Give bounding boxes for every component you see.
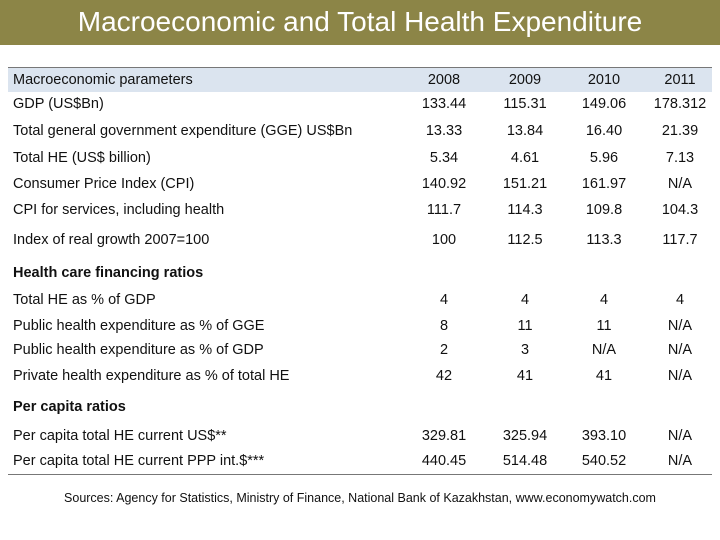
table-cell: 100 (431, 232, 457, 248)
table-row: GDP (US$Bn) 133.44 115.31 149.06 178.312 (0, 92, 720, 116)
table-row: Total HE (US$ billion) 5.34 4.61 5.96 7.13 (0, 146, 720, 170)
table-cell: 113.3 (586, 232, 622, 248)
table-cell: 13.33 (425, 123, 463, 139)
title-bar (0, 0, 720, 45)
table-cell: 149.06 (581, 96, 627, 112)
table-header-background (8, 68, 712, 92)
table-cell: 540.52 (581, 453, 627, 469)
row-label: Per capita total HE current US$** (13, 428, 227, 444)
section-heading: Health care financing ratios (13, 265, 204, 281)
table-cell: 13.84 (506, 123, 544, 139)
table-cell: 115.31 (503, 96, 547, 112)
table-cell: 41 (595, 368, 613, 384)
row-label: Public health expenditure as % of GGE (13, 318, 265, 334)
table-cell: N/A (667, 428, 693, 444)
table-cell: N/A (667, 368, 693, 384)
row-label: Total HE as % of GDP (13, 292, 156, 308)
table-row: Index of real growth 2007=100 100 112.5 113… (0, 228, 720, 252)
table-cell: 440.45 (421, 453, 467, 469)
section-heading: Per capita ratios (13, 399, 126, 415)
row-label: Consumer Price Index (CPI) (13, 176, 195, 192)
row-label: GDP (US$Bn) (13, 96, 104, 112)
slide-title: Macroeconomic and Total Health Expenditu… (77, 6, 643, 37)
table-top-border (8, 67, 712, 68)
table-cell: 151.21 (502, 176, 548, 192)
table-cell: 42 (435, 368, 453, 384)
table-row: Per capita total HE current PPP int.$***… (0, 449, 720, 473)
table-cell: 112.5 (507, 232, 543, 248)
row-label: Public health expenditure as % of GDP (13, 342, 264, 358)
table-cell: 2 (439, 342, 449, 358)
table-row: Private health expenditure as % of total… (0, 364, 720, 388)
section-heading-row: Per capita ratios (0, 395, 720, 419)
table-cell: 325.94 (502, 428, 548, 444)
table-cell: 11 (517, 318, 533, 334)
table-cell: 11 (596, 318, 612, 334)
row-label: Total general government expenditure (GG… (13, 123, 353, 139)
sources-note: Sources: Agency for Statistics, Ministry… (64, 491, 656, 505)
table-cell: 4.61 (510, 150, 540, 166)
section-heading-row: Health care financing ratios (0, 261, 720, 285)
table-cell: 3 (520, 342, 530, 358)
table-cell: N/A (667, 176, 693, 192)
table-cell: N/A (667, 453, 693, 469)
header-year: 2011 (664, 72, 696, 88)
table-cell: N/A (667, 318, 693, 334)
header-year: 2010 (587, 72, 621, 88)
table-cell: 178.312 (653, 96, 707, 112)
table-cell: 8 (439, 318, 449, 334)
header-year: 2009 (508, 72, 542, 88)
table-cell: 21.39 (661, 123, 699, 139)
row-label: Per capita total HE current PPP int.$*** (13, 453, 265, 469)
table-cell: 117.7 (662, 232, 698, 248)
table-cell: 4 (675, 292, 685, 308)
row-label: Index of real growth 2007=100 (13, 232, 210, 248)
table-cell: 4 (520, 292, 530, 308)
table-cell: 5.34 (429, 150, 459, 166)
table-header-row: Macroeconomic parameters 2008 2009 2010 … (0, 68, 720, 92)
table-row: Total HE as % of GDP 4 4 4 4 (0, 288, 720, 312)
table-cell: 161.97 (581, 176, 627, 192)
table-row: Public health expenditure as % of GDP 2 3 N… (0, 338, 720, 362)
table-bottom-border (8, 474, 712, 475)
table-cell: N/A (667, 342, 693, 358)
table-row: CPI for services, including health 111.7 1… (0, 198, 720, 222)
table-cell: 4 (599, 292, 609, 308)
table-cell: 16.40 (585, 123, 623, 139)
table-cell: 4 (439, 292, 449, 308)
table-cell: 7.13 (665, 150, 695, 166)
row-label: Private health expenditure as % of total… (13, 368, 290, 384)
table-cell: 109.8 (585, 202, 623, 218)
table-row: Total general government expenditure (GG… (0, 119, 720, 143)
table-cell: 41 (516, 368, 534, 384)
header-label: Macroeconomic parameters (13, 72, 193, 88)
table-cell: 114.3 (507, 202, 543, 218)
header-year: 2008 (427, 72, 461, 88)
table-row: Consumer Price Index (CPI) 140.92 151.21 16… (0, 172, 720, 196)
table-cell: N/A (591, 342, 617, 358)
table-cell: 329.81 (421, 428, 467, 444)
table-cell: 133.44 (421, 96, 467, 112)
table-cell: 514.48 (502, 453, 548, 469)
table-cell: 5.96 (589, 150, 619, 166)
table-row: Per capita total HE current US$** 329.81 3… (0, 424, 720, 448)
table-cell: 104.3 (661, 202, 699, 218)
row-label: CPI for services, including health (13, 202, 225, 218)
table-cell: 140.92 (421, 176, 467, 192)
table-cell: 393.10 (581, 428, 627, 444)
table-row: Public health expenditure as % of GGE 8 11… (0, 314, 720, 338)
table-cell: 111.7 (426, 202, 462, 218)
row-label: Total HE (US$ billion) (13, 150, 151, 166)
